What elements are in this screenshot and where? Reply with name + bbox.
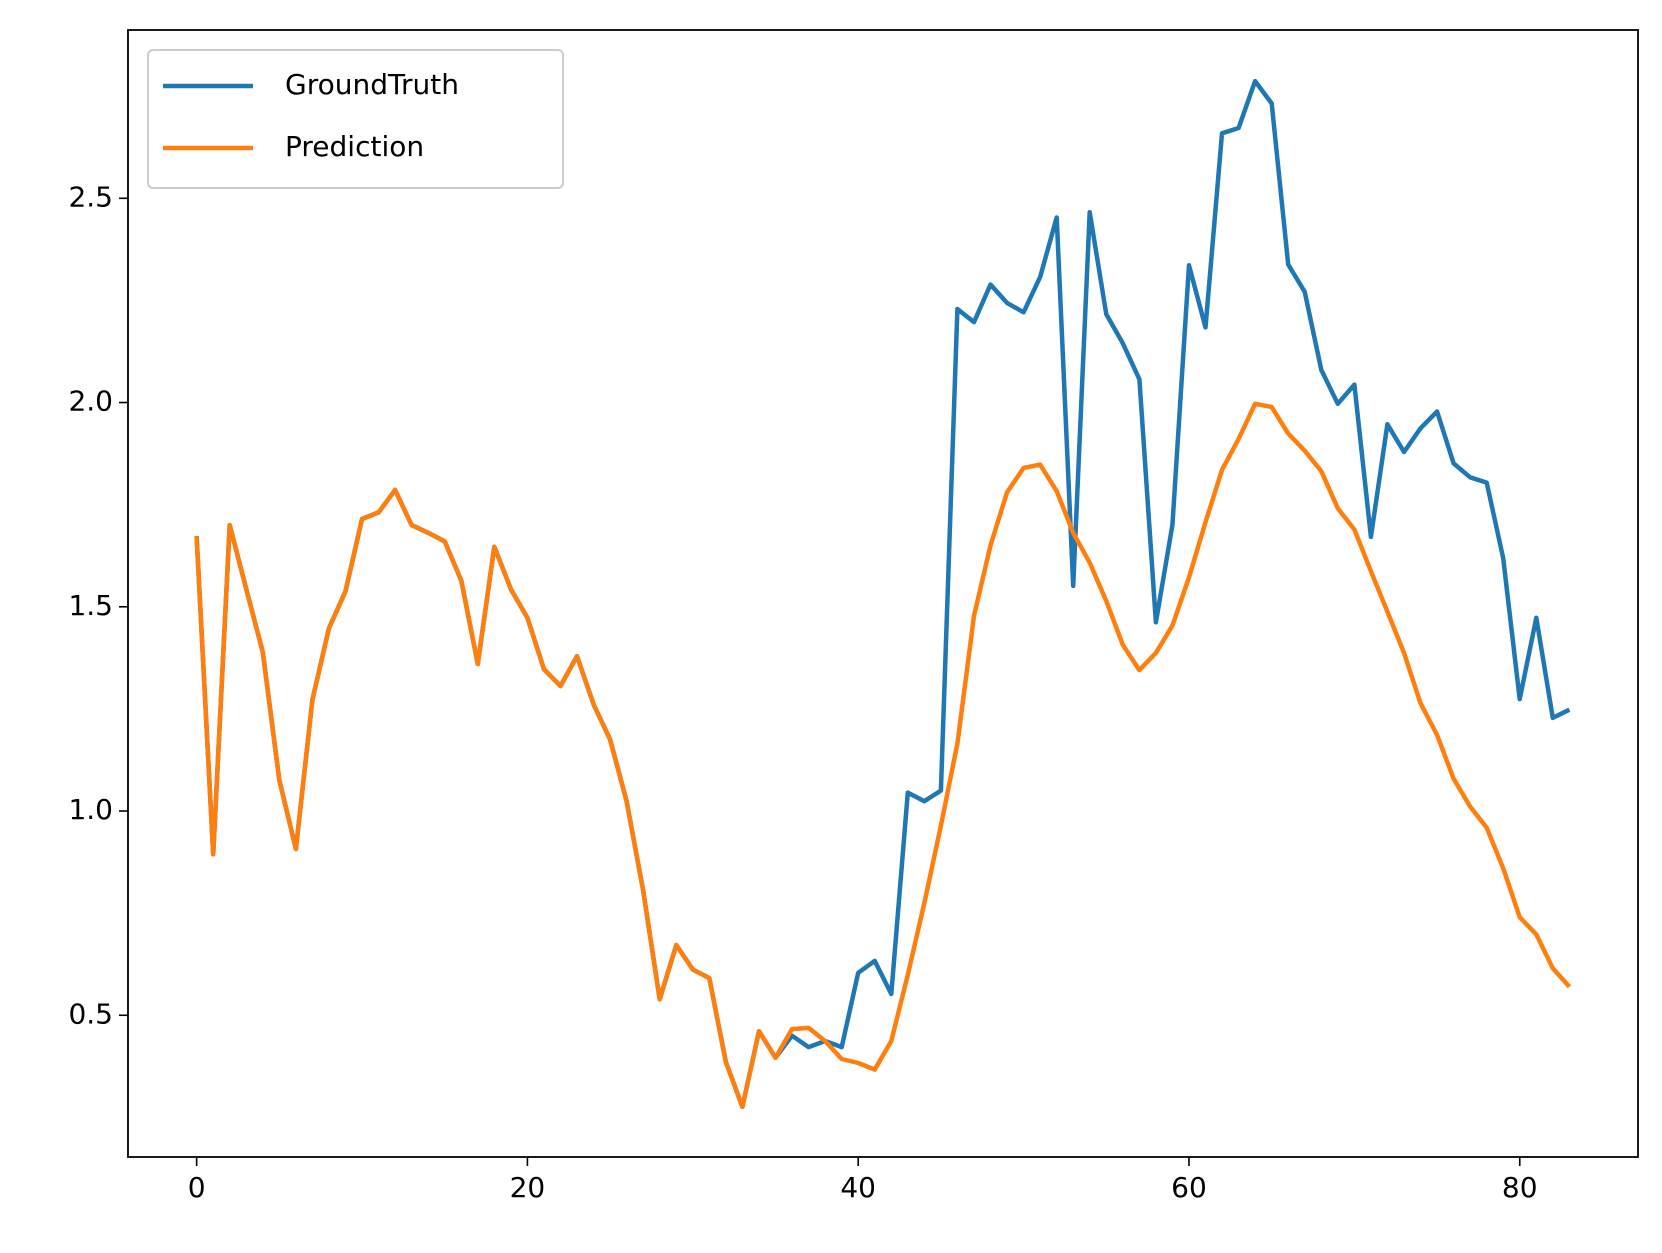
y-tick-label: 2.0 (68, 385, 113, 418)
y-tick-label: 2.5 (68, 180, 113, 213)
line-series (194, 401, 1572, 1110)
y-tick-label: 1.5 (68, 589, 113, 622)
x-tick-label: 20 (510, 1171, 546, 1204)
y-tick-label: 0.5 (68, 997, 113, 1030)
x-tick-label: 60 (1171, 1171, 1207, 1204)
x-tick-label: 40 (840, 1171, 876, 1204)
legend-label: Prediction (285, 130, 424, 163)
y-tick-label: 1.0 (68, 793, 113, 826)
legend-label: GroundTruth (285, 68, 459, 101)
x-tick-label: 0 (188, 1171, 206, 1204)
plot-frame (127, 29, 1639, 1158)
x-tick-label: 80 (1502, 1171, 1538, 1204)
